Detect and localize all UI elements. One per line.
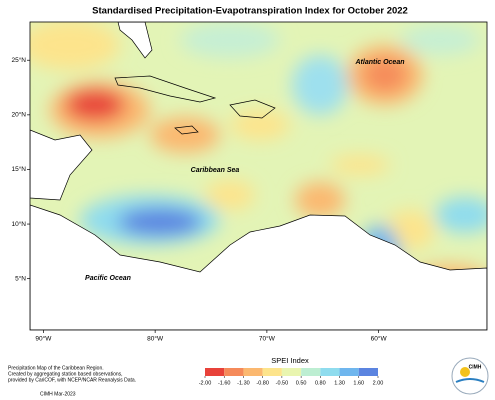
colorbar-segment [262, 368, 282, 376]
footer-line: Created by aggregating station based obs… [8, 371, 123, 377]
colorbar-label: -2.00 [199, 380, 212, 386]
footer-date: CIMH Mar-2023 [40, 391, 76, 397]
y-tick-label: 15°N [11, 165, 26, 173]
colorbar-label: -0.80 [256, 380, 269, 386]
logo-wave [455, 378, 485, 383]
y-tick-label: 20°N [11, 111, 26, 119]
colorbar-label: 1.60 [353, 380, 364, 386]
colorbar-label: 2.00 [373, 380, 384, 386]
colorbar-segment [205, 368, 225, 376]
title: Standardised Precipitation-Evapotranspir… [92, 6, 408, 17]
colorbar-label: 0.50 [296, 380, 307, 386]
colorbar-label: 0.80 [315, 380, 326, 386]
ocean-label: Caribbean Sea [191, 167, 240, 174]
footer-line: Precipitation Map of the Caribbean Regio… [8, 365, 104, 371]
logo-text: CIMH [469, 364, 482, 370]
logo-sun [460, 367, 470, 377]
land [30, 204, 487, 330]
coastline [229, 99, 276, 119]
colorbar-segment [243, 368, 263, 376]
colorbar-segment [281, 368, 302, 376]
spei-field [30, 22, 487, 330]
logo [451, 357, 489, 395]
coastline [174, 125, 199, 135]
y-tick-label: 25°N [11, 56, 26, 64]
colorbar-segment [224, 368, 244, 376]
coastline [114, 75, 217, 103]
colorbar-label: 1.30 [334, 380, 345, 386]
colorbar-segment [320, 368, 340, 376]
x-tick-label: 90°W [35, 335, 52, 343]
colorbar-segment [358, 368, 378, 376]
colorbar-segment [301, 368, 321, 376]
footer-line: provided by CariCOF, with NCEP/NCAR Rean… [8, 377, 136, 383]
colorbar-label: -1.30 [237, 380, 250, 386]
ocean-label: Pacific Ocean [85, 275, 131, 282]
x-tick-label: 60°W [371, 335, 388, 343]
land [117, 22, 153, 59]
land [30, 129, 93, 201]
map-frame [29, 21, 488, 331]
x-tick-label: 70°W [259, 335, 276, 343]
colorbar-label: -0.50 [276, 380, 289, 386]
legend-title: SPEI Index [271, 356, 309, 365]
x-tick-label: 80°W [147, 335, 164, 343]
colorbar-segment [339, 368, 359, 376]
ocean-label: Atlantic Ocean [354, 59, 404, 66]
colorbar-label: -1.60 [218, 380, 231, 386]
y-tick-label: 5°N [15, 274, 26, 282]
footer: Precipitation Map of the Caribbean Regio… [8, 365, 136, 397]
y-tick-label: 10°N [11, 220, 26, 228]
